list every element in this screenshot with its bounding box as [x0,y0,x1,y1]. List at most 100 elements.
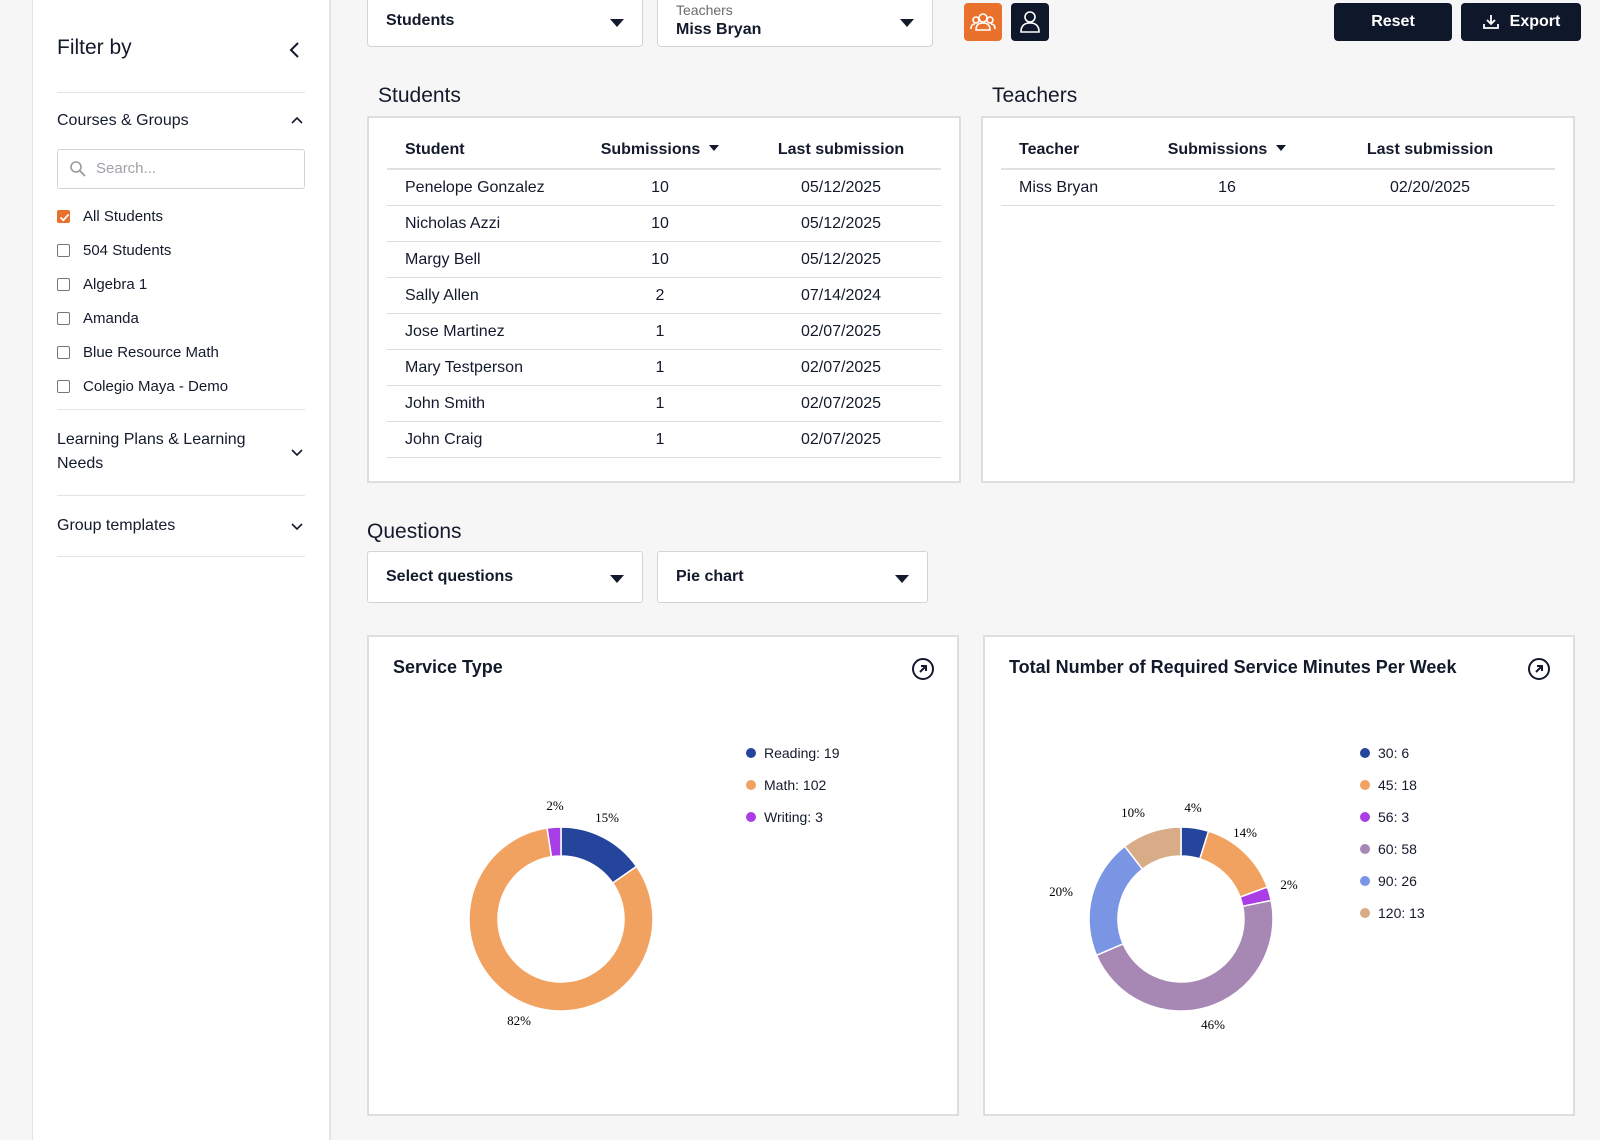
chart-title: Service Type [393,657,503,677]
teachers-dropdown[interactable]: Teachers Miss Bryan [657,0,933,47]
group-templates-label: Group templates [57,517,176,534]
student-row[interactable]: Sally Allen 2 07/14/2024 [387,277,941,314]
column-header-teacher[interactable]: Teacher [1001,132,1151,170]
chart-type-label: Pie chart [676,568,744,585]
cell-name: Nicholas Azzi [387,205,581,242]
slice-percent-label: 82% [507,1013,531,1028]
export-button-label: Export [1509,13,1561,30]
cell-name: John Craig [387,421,581,458]
legend-swatch [746,780,756,790]
user-icon [1020,11,1040,33]
chevron-left-icon[interactable] [285,40,305,60]
teachers-table-header: Teacher Submissions Last submission [1001,132,1555,170]
column-header-student[interactable]: Student [387,132,581,170]
sidebar-title: Filter by [57,36,132,59]
caret-down-icon [610,575,624,583]
donut-slice-Math[interactable] [468,827,654,1012]
student-row[interactable]: Margy Bell 10 05/12/2025 [387,241,941,278]
expand-icon[interactable] [911,657,935,681]
chart-type-dropdown[interactable]: Pie chart [657,551,928,603]
group-option-504-students[interactable]: 504 Students [57,233,305,267]
group-option-algebra-1[interactable]: Algebra 1 [57,267,305,301]
student-row[interactable]: Penelope Gonzalez 10 05/12/2025 [387,169,941,206]
checkbox[interactable] [57,311,70,325]
cell-last-submission: 02/20/2025 [1303,169,1555,206]
learning-plans-toggle[interactable]: Learning Plans & Learning Needs [57,428,305,476]
cell-last-submission: 02/07/2025 [739,385,941,422]
courses-groups-toggle[interactable]: Courses & Groups [57,109,305,133]
cell-name: Penelope Gonzalez [387,169,581,206]
courses-groups-section: Courses & Groups All Students 504 Studen… [57,92,305,403]
group-templates-toggle[interactable]: Group templates [57,514,305,538]
cell-last-submission: 05/12/2025 [739,205,941,242]
group-option-label: Blue Resource Math [83,343,219,361]
students-table-body: Penelope Gonzalez 10 05/12/2025 Nicholas Az… [387,169,941,458]
student-row[interactable]: John Craig 1 02/07/2025 [387,421,941,458]
service-minutes-donut: 4% 14% 2% 46% 20% 10% 30: 6 45: 18 56: 3 60: 58 90… [1049,745,1425,1032]
group-option-colegio-maya-demo[interactable]: Colegio Maya - Demo [57,369,305,403]
slice-percent-label: 20% [1049,884,1073,899]
column-header-last-submission[interactable]: Last submission [739,132,941,170]
group-search-input[interactable] [96,150,296,186]
student-row[interactable]: John Smith 1 02/07/2025 [387,385,941,422]
teachers-table-body: Miss Bryan 16 02/20/2025 [1001,169,1555,206]
student-row[interactable]: Jose Martinez 1 02/07/2025 [387,313,941,350]
service-type-card: Service Type 15% 82% 2% Reading: 19 Math: 10… [367,635,959,1116]
column-header-submissions[interactable]: Submissions [1151,132,1303,170]
cell-submissions: 16 [1151,169,1303,206]
group-option-blue-resource-math[interactable]: Blue Resource Math [57,335,305,369]
cell-submissions: 1 [581,421,739,458]
checkbox[interactable] [57,243,70,257]
student-row[interactable]: Nicholas Azzi 10 05/12/2025 [387,205,941,242]
cell-name: Mary Testperson [387,349,581,386]
students-table-container: Student Submissions Last submission Pene… [387,132,941,481]
cell-submissions: 1 [581,349,739,386]
export-button[interactable]: Export [1461,3,1581,41]
column-header-submissions[interactable]: Submissions [581,132,739,170]
legend-item-label: 60: 58 [1378,841,1417,857]
group-option-all-students[interactable]: All Students [57,199,305,233]
slice-percent-label: 46% [1201,1017,1225,1032]
select-questions-dropdown[interactable]: Select questions [367,551,643,603]
single-user-view-button[interactable] [1011,3,1049,41]
group-option-amanda[interactable]: Amanda [57,301,305,335]
column-header-last-submission[interactable]: Last submission [1303,132,1555,170]
checkbox[interactable] [57,379,70,393]
cell-last-submission: 07/14/2024 [739,277,941,314]
legend-item-label: 56: 3 [1378,809,1409,825]
cell-last-submission: 05/12/2025 [739,241,941,278]
checkbox[interactable] [57,345,70,359]
left-gutter [0,0,34,1140]
expand-icon[interactable] [1527,657,1551,681]
select-questions-label: Select questions [386,568,514,585]
reset-button[interactable]: Reset [1334,3,1452,41]
donut-slice-90[interactable] [1088,845,1144,957]
cell-submissions: 1 [581,313,739,350]
caret-down-icon [900,19,914,27]
group-option-label: All Students [83,207,164,225]
group-search [57,149,305,189]
service-type-donut: 15% 82% 2% Reading: 19 Math: 102 Writing: 3 [468,745,840,1028]
questions-title: Questions [367,520,462,543]
group-view-button[interactable] [964,3,1002,41]
column-header-label: Submissions [600,141,701,158]
teachers-panel-title: Teachers [992,84,1078,107]
donut-slice-120[interactable] [1123,826,1182,871]
student-row[interactable]: Mary Testperson 1 02/07/2025 [387,349,941,386]
sort-desc-icon [1276,145,1287,151]
legend-swatch [746,812,756,822]
slice-percent-label: 10% [1121,805,1145,820]
checkbox-checked[interactable] [57,209,70,223]
donut-slice-45[interactable] [1198,830,1269,899]
students-dropdown[interactable]: Students [367,0,643,47]
teacher-row[interactable]: Miss Bryan 16 02/20/2025 [1001,169,1555,206]
cell-submissions: 10 [581,241,739,278]
students-table: Student Submissions Last submission Pene… [387,132,941,458]
group-option-label: Algebra 1 [83,275,148,293]
users-icon [970,13,996,31]
donut-slice-60[interactable] [1095,899,1274,1012]
legend-item-label: 90: 26 [1378,873,1417,889]
legend-swatch [1360,748,1370,758]
donut-slice-Writing[interactable] [546,826,562,858]
checkbox[interactable] [57,277,70,291]
